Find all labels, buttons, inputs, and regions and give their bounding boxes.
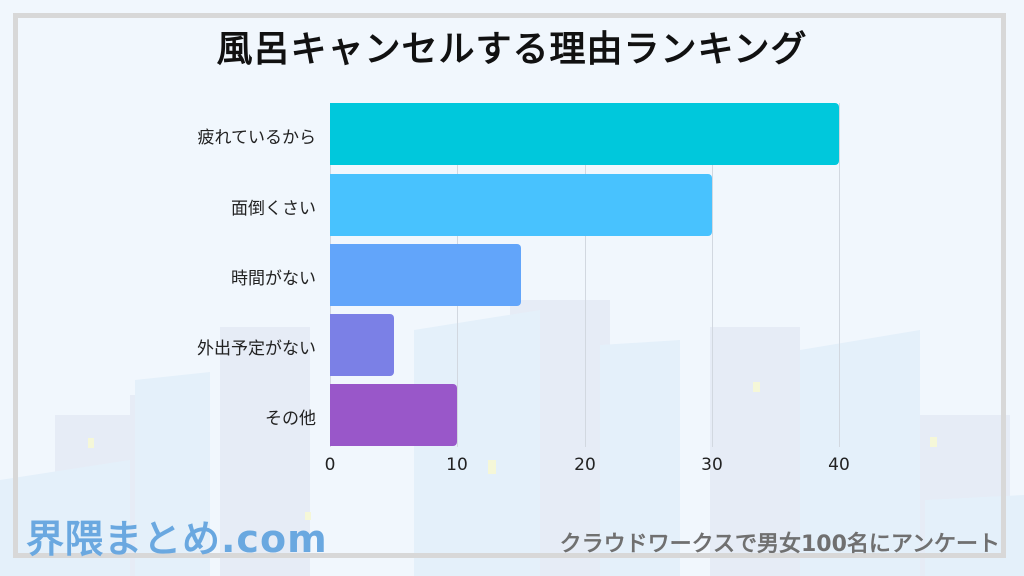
bar-other: [330, 384, 458, 446]
category-label: 面倒くさい: [231, 199, 316, 219]
site-logo: 界隈まとめ.com: [26, 517, 328, 561]
x-tick-label: 20: [574, 455, 596, 475]
bar-bothersome: [330, 174, 712, 236]
x-tick-label: 30: [701, 455, 723, 475]
category-label: 時間がない: [231, 269, 316, 289]
bar-tired: [330, 103, 839, 165]
chart-title: 風呂キャンセルする理由ランキング: [216, 29, 808, 70]
x-tick-label: 40: [828, 455, 850, 475]
bar-no-plans: [330, 314, 394, 376]
x-tick-label: 0: [324, 455, 336, 475]
chart-frame: [13, 13, 1006, 558]
gridline-40: [839, 103, 840, 447]
x-tick-label: 10: [446, 455, 468, 475]
category-label: 疲れているから: [197, 128, 317, 148]
category-label: 外出予定がない: [197, 339, 316, 359]
survey-note: クラウドワークスで男女100名にアンケート: [559, 532, 1000, 557]
bar-no-time: [330, 244, 521, 306]
gridline-20: [585, 103, 586, 447]
category-label: その他: [265, 409, 316, 429]
gridline-30: [712, 103, 713, 447]
